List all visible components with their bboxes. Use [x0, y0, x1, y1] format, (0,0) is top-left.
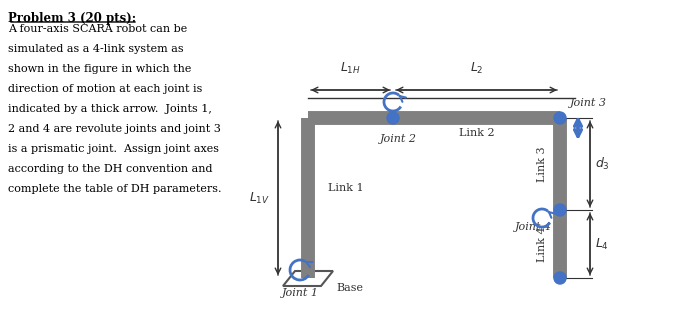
- Circle shape: [554, 204, 566, 216]
- Text: is a prismatic joint.  Assign joint axes: is a prismatic joint. Assign joint axes: [8, 144, 219, 154]
- Text: A four-axis SCARA robot can be: A four-axis SCARA robot can be: [8, 24, 187, 34]
- Circle shape: [554, 112, 566, 124]
- Text: Joint 1: Joint 1: [282, 288, 318, 298]
- Text: indicated by a thick arrow.  Joints 1,: indicated by a thick arrow. Joints 1,: [8, 104, 212, 114]
- Text: Link 1: Link 1: [328, 183, 364, 193]
- Text: Problem 3 (20 pts):: Problem 3 (20 pts):: [8, 12, 136, 25]
- Text: $d_3$: $d_3$: [595, 156, 610, 172]
- Text: Joint 2: Joint 2: [380, 134, 416, 144]
- Text: Joint 4: Joint 4: [515, 222, 552, 232]
- Text: simulated as a 4-link system as: simulated as a 4-link system as: [8, 44, 183, 54]
- Text: $L_{1V}$: $L_{1V}$: [249, 191, 270, 206]
- Circle shape: [554, 272, 566, 284]
- Circle shape: [387, 112, 399, 124]
- Text: Link 3: Link 3: [537, 146, 547, 182]
- Text: Joint 3: Joint 3: [570, 98, 607, 108]
- Text: $L_{1H}$: $L_{1H}$: [340, 61, 361, 76]
- Text: according to the DH convention and: according to the DH convention and: [8, 164, 213, 174]
- Text: direction of motion at each joint is: direction of motion at each joint is: [8, 84, 202, 94]
- Text: Link 2: Link 2: [459, 128, 494, 138]
- Text: Link 4: Link 4: [537, 226, 547, 262]
- Text: shown in the figure in which the: shown in the figure in which the: [8, 64, 191, 74]
- Text: Base: Base: [336, 283, 363, 293]
- Text: complete the table of DH parameters.: complete the table of DH parameters.: [8, 184, 221, 194]
- Text: 2 and 4 are revolute joints and joint 3: 2 and 4 are revolute joints and joint 3: [8, 124, 221, 134]
- Text: $L_4$: $L_4$: [595, 236, 609, 252]
- Text: $L_2$: $L_2$: [470, 61, 483, 76]
